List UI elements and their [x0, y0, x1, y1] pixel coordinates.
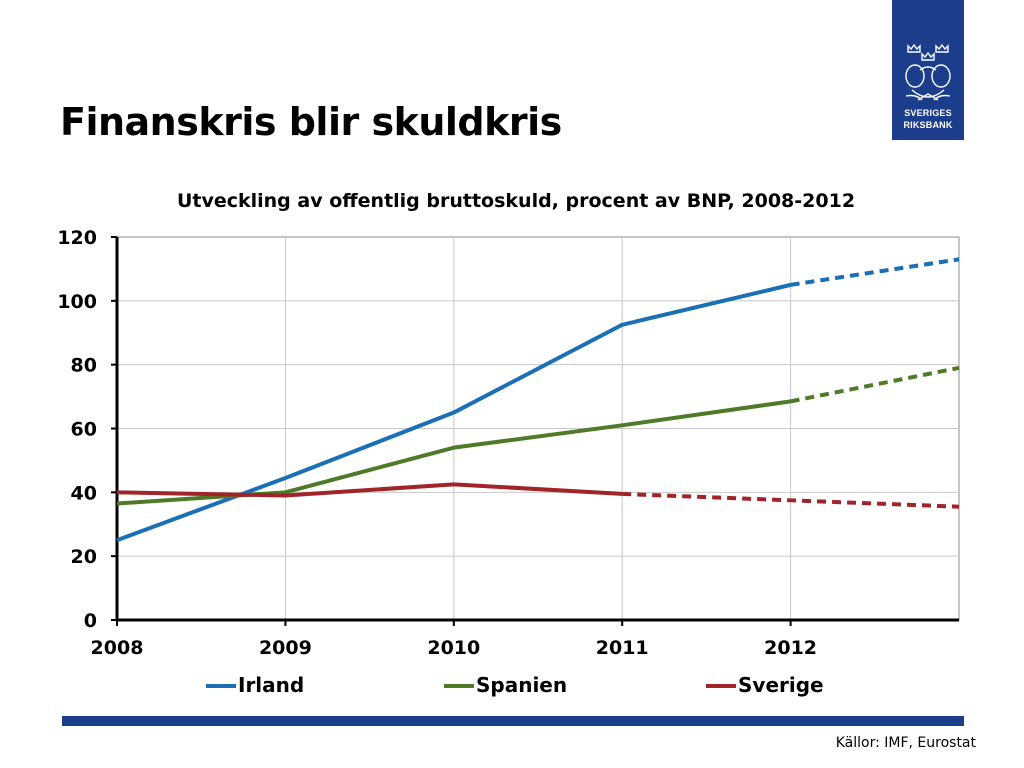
logo-line-1: SVERIGES	[904, 108, 952, 118]
riksbank-logo: SVERIGES RIKSBANK	[892, 0, 964, 140]
series-forecast-irland	[790, 257, 960, 287]
x-tick-label: 2010	[427, 637, 480, 659]
x-tick-label: 2011	[596, 637, 649, 659]
legend-swatch-sverige	[706, 684, 736, 688]
legend-label-irland: Irland	[238, 673, 305, 697]
y-tick-label: 80	[71, 355, 97, 377]
legend-label-sverige: Sverige	[738, 673, 824, 697]
legend-swatch-irland	[206, 684, 236, 688]
x-tick-label: 2009	[259, 637, 312, 659]
y-tick-label: 60	[71, 419, 97, 441]
x-tick-label: 2008	[91, 637, 144, 659]
riksbank-crest-icon	[905, 43, 951, 101]
x-tick-label: 2012	[764, 637, 817, 659]
legend-label-spanien: Spanien	[476, 673, 568, 697]
source-note: Källor: IMF, Eurostat	[835, 735, 976, 751]
series-forecast-spanien	[790, 365, 960, 404]
y-tick-label: 100	[57, 291, 97, 313]
footer-bar	[62, 716, 964, 726]
series-line-sverige	[116, 482, 623, 498]
y-tick-label: 120	[57, 227, 97, 249]
y-tick-label: 40	[71, 482, 97, 504]
slide-title: Finanskris blir skuldkris	[60, 100, 562, 144]
y-tick-label: 20	[71, 546, 97, 568]
y-tick-label: 0	[84, 610, 97, 632]
logo-line-2: RIKSBANK	[903, 120, 953, 130]
chart-title: Utveckling av offentlig bruttoskuld, pro…	[176, 190, 856, 212]
legend-swatch-spanien	[444, 684, 474, 688]
